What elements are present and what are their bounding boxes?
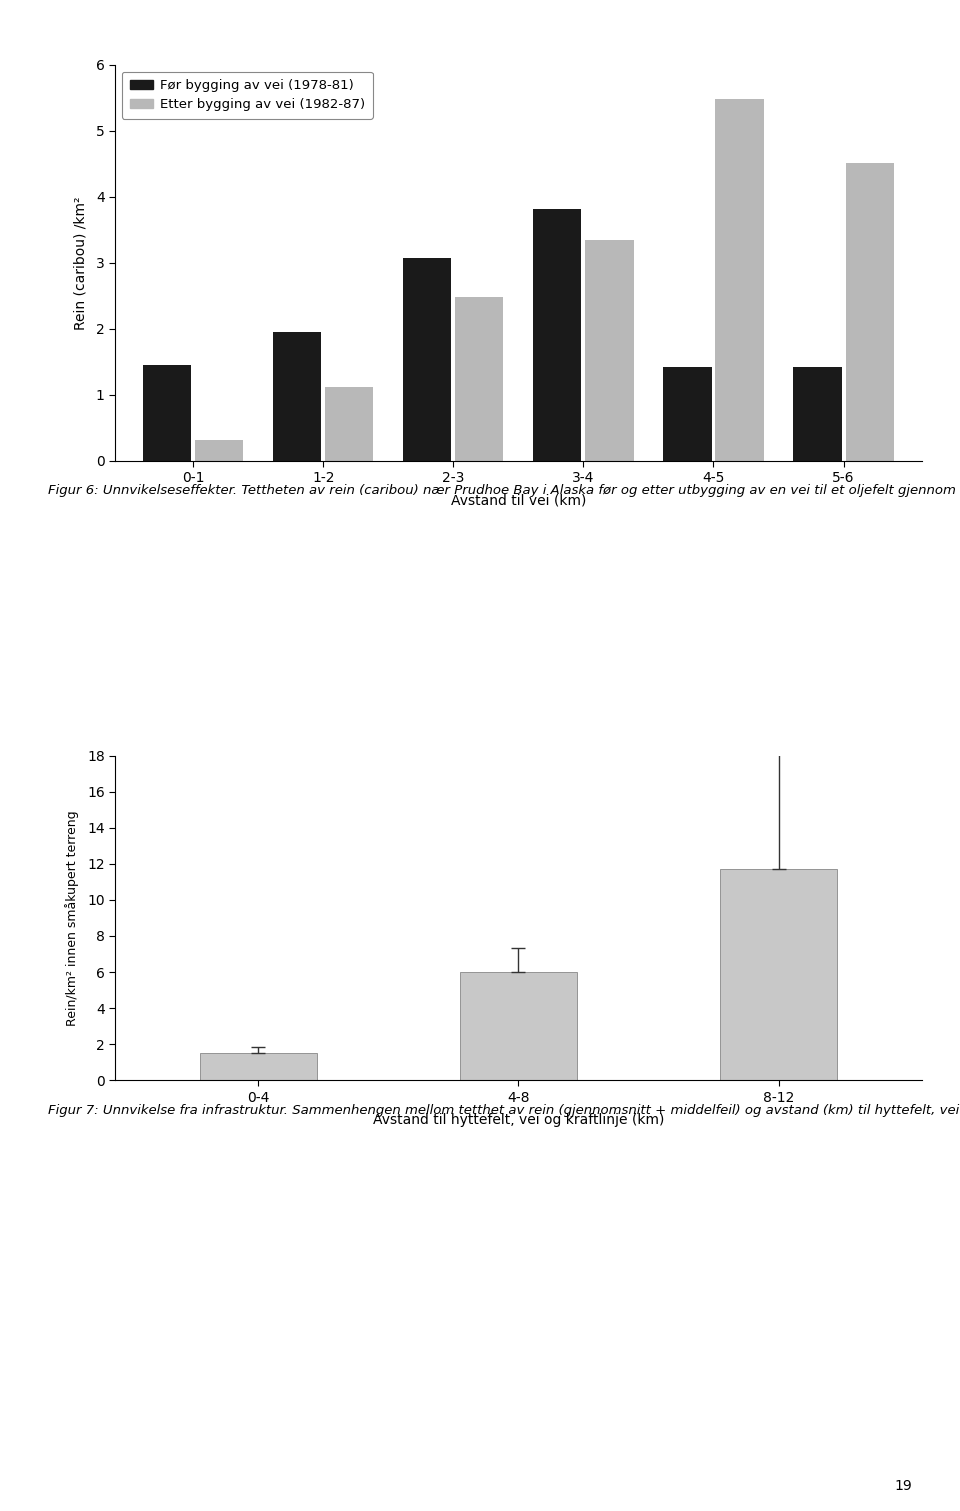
Y-axis label: Rein/km² innen småkupert terreng: Rein/km² innen småkupert terreng (64, 810, 79, 1026)
Bar (455, 298, 503, 461)
Bar (325, 387, 373, 461)
Legend: Før bygging av vei (1978-81), Etter bygging av vei (1982-87): Før bygging av vei (1978-81), Etter bygg… (122, 71, 373, 119)
Bar (143, 366, 191, 461)
X-axis label: Avstand til vei (km): Avstand til vei (km) (450, 494, 587, 508)
Text: 19: 19 (895, 1479, 912, 1493)
Text: Figur 7: Unnvikelse fra infrastruktur. Sammenhengen mellom tetthet av rein (gjen: Figur 7: Unnvikelse fra infrastruktur. S… (48, 1103, 960, 1117)
Bar (274, 332, 322, 461)
Bar (715, 100, 763, 461)
Text: Figur 6: Unnvikelseseffekter. Tettheten av rein (caribou) nær Prudhoe Bay i Alas: Figur 6: Unnvikelseseffekter. Tettheten … (48, 484, 960, 497)
Bar (403, 258, 451, 461)
Bar (195, 440, 243, 461)
Bar (720, 869, 837, 1080)
Bar (846, 163, 894, 461)
Y-axis label: Rein (caribou) /km²: Rein (caribou) /km² (74, 196, 87, 329)
Bar (586, 240, 634, 461)
X-axis label: Avstand til hyttefelt, vei og kraftlinje (km): Avstand til hyttefelt, vei og kraftlinje… (372, 1114, 664, 1127)
Bar (200, 1053, 317, 1080)
Bar (534, 209, 582, 461)
Bar (663, 367, 711, 461)
Bar (460, 972, 577, 1080)
Bar (794, 367, 842, 461)
